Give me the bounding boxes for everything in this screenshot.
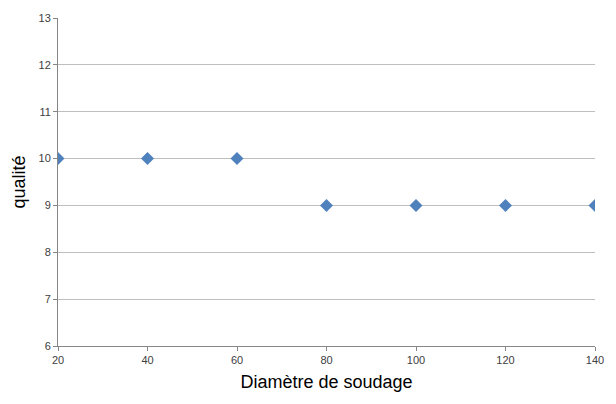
svg-text:12: 12 bbox=[39, 59, 51, 71]
svg-text:60: 60 bbox=[231, 354, 243, 366]
svg-text:13: 13 bbox=[39, 12, 51, 24]
svg-text:Diamètre de soudage: Diamètre de soudage bbox=[240, 372, 412, 392]
svg-text:6: 6 bbox=[45, 340, 51, 352]
svg-text:80: 80 bbox=[320, 354, 332, 366]
svg-text:10: 10 bbox=[39, 152, 51, 164]
svg-text:7: 7 bbox=[45, 293, 51, 305]
svg-text:qualité: qualité bbox=[9, 155, 29, 208]
svg-text:100: 100 bbox=[407, 354, 425, 366]
svg-text:120: 120 bbox=[496, 354, 514, 366]
svg-text:20: 20 bbox=[52, 354, 64, 366]
svg-text:8: 8 bbox=[45, 246, 51, 258]
svg-text:40: 40 bbox=[141, 354, 153, 366]
svg-text:140: 140 bbox=[586, 354, 604, 366]
svg-text:11: 11 bbox=[39, 106, 50, 118]
svg-text:9: 9 bbox=[45, 199, 51, 211]
